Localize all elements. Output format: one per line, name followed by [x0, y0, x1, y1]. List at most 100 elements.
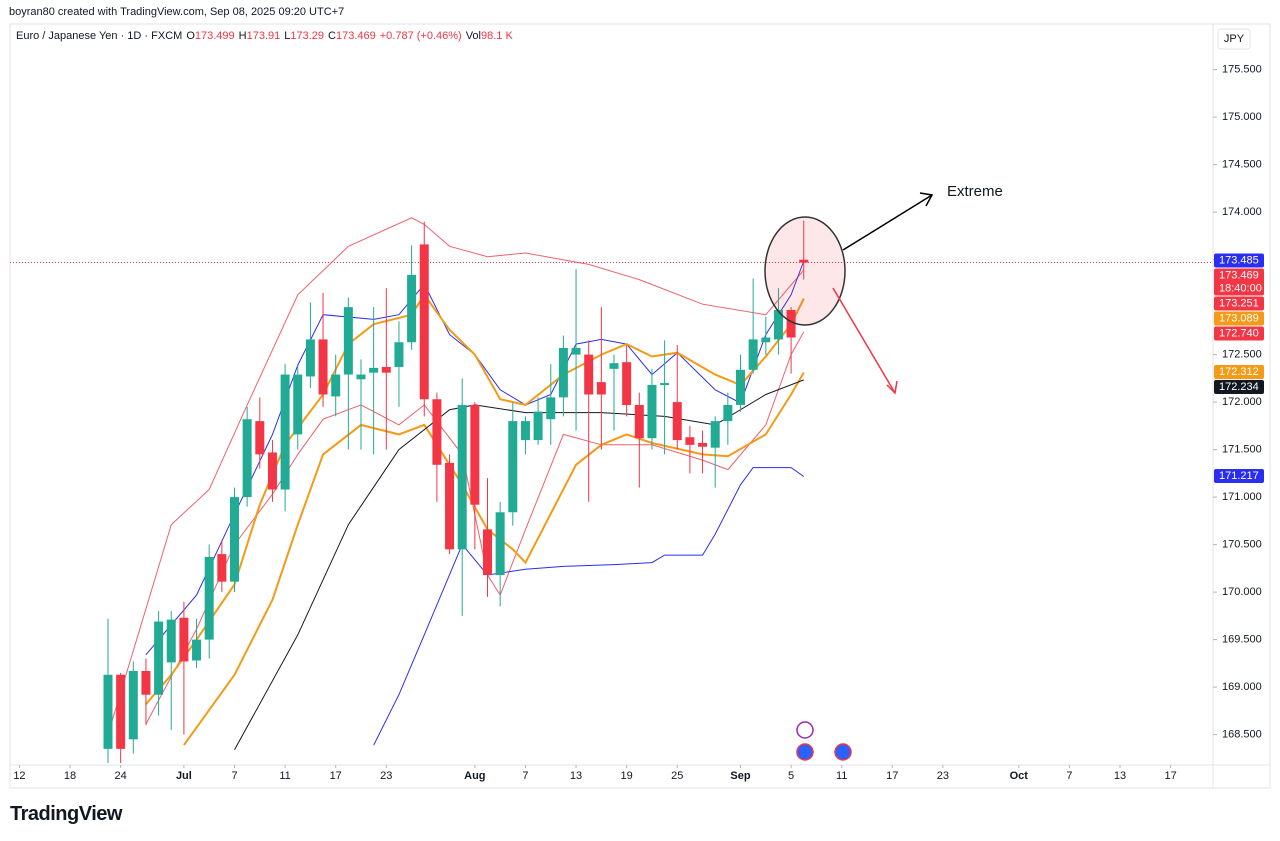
x-tick-label: 24	[115, 770, 127, 782]
down-arrow	[832, 287, 896, 394]
y-tick-label: 171.500	[1222, 444, 1262, 456]
y-tick-label: 170.500	[1222, 539, 1262, 551]
candle-body	[407, 274, 417, 343]
y-tick-label: 175.500	[1222, 64, 1262, 76]
ohlc-label: C	[328, 30, 336, 42]
x-tick-label: 23	[380, 770, 392, 782]
x-tick-label: 19	[621, 770, 633, 782]
candle-body	[533, 411, 543, 441]
legend: Euro / Japanese Yen · 1D · FXCM O173.499…	[16, 30, 513, 42]
event-icon[interactable]	[796, 721, 814, 739]
candle-body	[419, 244, 429, 400]
candle-body	[584, 354, 594, 395]
volume: Vol98.1 K	[466, 30, 513, 42]
price-label: 173.485	[1219, 254, 1259, 266]
candle-body	[508, 421, 518, 513]
x-tick-label: 13	[1114, 770, 1126, 782]
candle-body	[103, 674, 113, 749]
candle-body	[546, 397, 556, 420]
y-tick-label: 171.000	[1222, 491, 1262, 503]
indicator-line	[373, 467, 805, 746]
candle-body	[166, 619, 176, 663]
candle-body	[293, 374, 303, 435]
candle-body	[192, 639, 202, 661]
x-tick-label: 25	[671, 770, 683, 782]
x-tick-label: 13	[570, 770, 582, 782]
price-label-box	[1214, 253, 1264, 268]
price-label: 172.740	[1219, 327, 1259, 339]
price-label-box	[1214, 268, 1264, 296]
highlight-circle	[764, 216, 846, 326]
x-tick-label: 17	[330, 770, 342, 782]
candle-body	[710, 421, 720, 448]
candle-body	[723, 404, 733, 422]
price-label: 173.251	[1219, 297, 1259, 309]
annotation: Extreme	[947, 183, 1003, 200]
candle-body	[596, 382, 606, 395]
change: +0.787 (+0.46%)	[379, 30, 462, 42]
ohlc-value: 173.469	[335, 30, 376, 42]
candle-body	[305, 339, 315, 377]
volume-label: Vol	[465, 30, 481, 42]
candle-body	[748, 339, 758, 370]
x-tick-label: 7	[1066, 770, 1072, 782]
price-label-box	[1214, 326, 1264, 341]
candle-body	[356, 374, 366, 380]
chart-frame	[9, 23, 1271, 789]
ohlc: H173.91	[239, 30, 281, 42]
candle-body	[457, 404, 467, 550]
candle-body	[267, 452, 277, 490]
currency-box[interactable]	[1217, 28, 1251, 50]
candle-body	[394, 342, 404, 367]
candle-body	[432, 399, 442, 465]
ohlc-label: O	[186, 30, 195, 42]
price-label-box	[1214, 364, 1264, 379]
candle-body	[343, 307, 353, 375]
indicator-line	[145, 293, 805, 705]
candle-body	[685, 437, 695, 445]
price-label: 171.217	[1219, 470, 1259, 482]
event-icon[interactable]	[834, 743, 852, 761]
y-tick-label: 174.000	[1222, 206, 1262, 218]
y-tick-label: 172.000	[1222, 396, 1262, 408]
ohlc-value: 173.499	[194, 30, 235, 42]
y-tick-label: 169.500	[1222, 634, 1262, 646]
ohlc: C173.469	[328, 30, 376, 42]
logo[interactable]: TradingView	[10, 803, 122, 825]
price-label: 172.234	[1219, 381, 1259, 393]
x-tick-label: 7	[231, 770, 237, 782]
candle-body	[495, 512, 505, 575]
annotation-arrow	[842, 194, 933, 251]
candle-body	[242, 419, 252, 498]
y-tick-label: 168.500	[1222, 729, 1262, 741]
y-tick-label: 174.500	[1222, 159, 1262, 171]
volume-value: 98.1 K	[481, 30, 513, 42]
ohlc-label: H	[238, 30, 247, 42]
candle-body	[786, 309, 796, 338]
candle-body	[280, 374, 290, 490]
price-label: 173.469	[1219, 269, 1259, 281]
candle-body	[571, 347, 581, 355]
indicator-line	[183, 372, 805, 746]
candle-body	[445, 462, 455, 550]
x-tick-label: 18	[64, 770, 76, 782]
candle-body	[622, 362, 632, 405]
candle-body	[799, 259, 809, 263]
indicator-line	[107, 217, 805, 735]
event-icon[interactable]	[796, 743, 814, 761]
currency[interactable]: JPY	[1224, 33, 1245, 45]
x-tick-label: Jul	[176, 770, 192, 782]
candle-body	[204, 556, 214, 640]
ohlc: O173.499	[186, 30, 234, 42]
x-tick-label: 11	[279, 770, 290, 782]
price-label-box	[1214, 468, 1264, 483]
x-tick-label: Sep	[730, 770, 750, 782]
candle-body	[141, 670, 151, 695]
x-tick-label: 17	[886, 770, 898, 782]
candle-body	[331, 374, 341, 397]
candle-body	[483, 529, 492, 575]
candle-body	[672, 402, 682, 441]
x-tick-label: 23	[937, 770, 949, 782]
